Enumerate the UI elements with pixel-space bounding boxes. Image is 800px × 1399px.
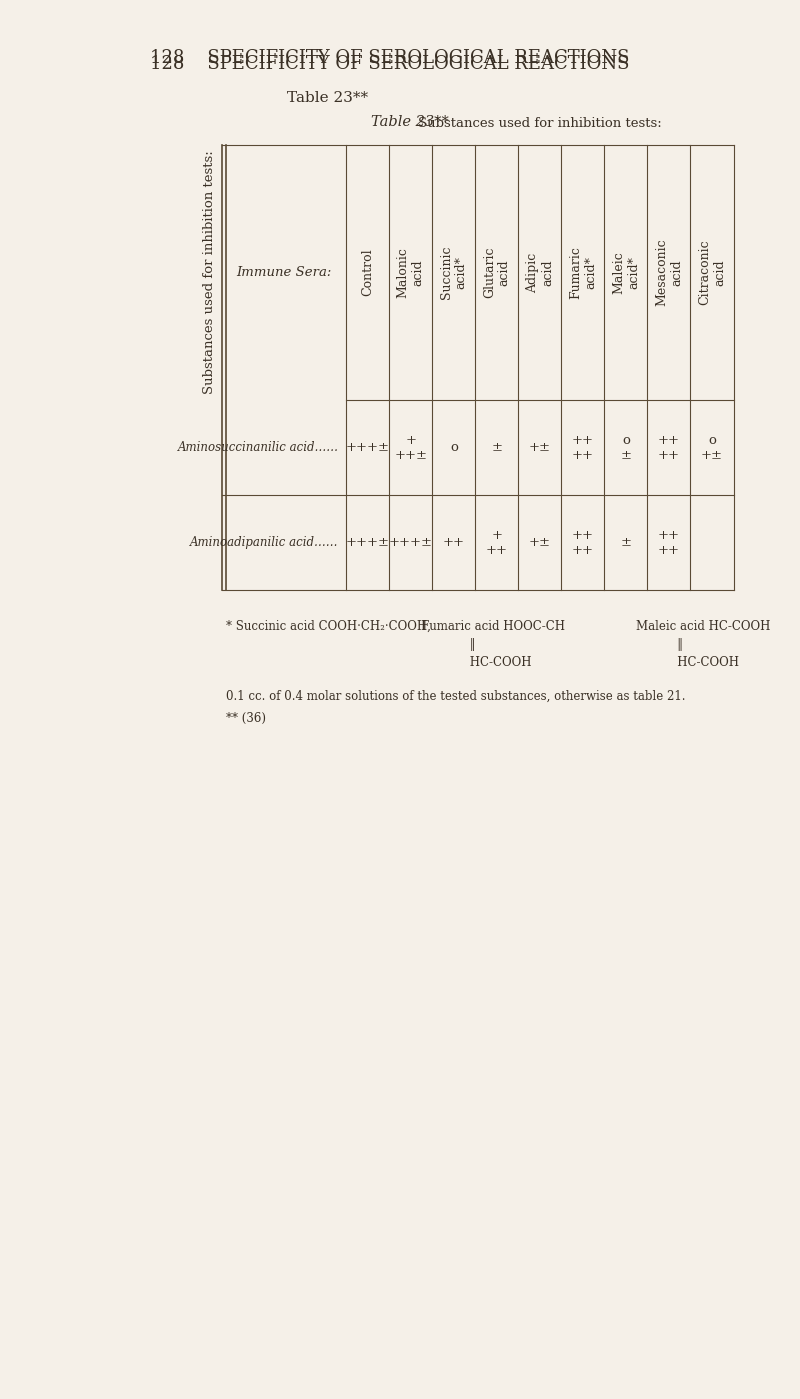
Text: 128    SPECIFICITY OF SEROLOGICAL REACTIONS: 128 SPECIFICITY OF SEROLOGICAL REACTIONS xyxy=(150,55,630,73)
Text: Fumaric
acid*: Fumaric acid* xyxy=(569,246,597,299)
Text: Substances used for inhibition tests:: Substances used for inhibition tests: xyxy=(203,151,216,395)
Text: Aminoadipanilic acid……: Aminoadipanilic acid…… xyxy=(190,536,338,548)
Text: ±: ± xyxy=(491,441,502,455)
Text: Table 23**: Table 23** xyxy=(287,91,368,105)
Text: * Succinic acid COOH·CH₂·COOH,: * Succinic acid COOH·CH₂·COOH, xyxy=(226,620,431,632)
Text: Maleic acid HC-COOH: Maleic acid HC-COOH xyxy=(636,620,770,632)
Text: +
++: + ++ xyxy=(486,529,508,557)
Text: o: o xyxy=(450,441,458,455)
Text: 0.1 cc. of 0.4 molar solutions of the tested substances, otherwise as table 21.: 0.1 cc. of 0.4 molar solutions of the te… xyxy=(226,690,686,704)
Text: Adipic
acid: Adipic acid xyxy=(526,252,554,292)
Text: ** (36): ** (36) xyxy=(226,712,266,725)
Text: Mesaconic
acid: Mesaconic acid xyxy=(655,239,683,306)
Text: +++±: +++± xyxy=(346,441,390,455)
Text: Table 23**: Table 23** xyxy=(370,115,449,129)
Text: ++: ++ xyxy=(443,536,465,548)
Text: Citraconic
acid: Citraconic acid xyxy=(698,239,726,305)
Text: Immune Sera:: Immune Sera: xyxy=(237,266,332,278)
Text: ++
++: ++ ++ xyxy=(658,434,680,462)
Text: ‖: ‖ xyxy=(636,638,683,651)
Text: Fumaric acid HOOC-CH: Fumaric acid HOOC-CH xyxy=(422,620,566,632)
Text: Malonic
acid: Malonic acid xyxy=(397,248,425,298)
Text: +±: +± xyxy=(529,536,551,548)
Text: ++
++: ++ ++ xyxy=(572,529,594,557)
Text: Maleic
acid*: Maleic acid* xyxy=(612,252,640,294)
Text: +++±: +++± xyxy=(389,536,433,548)
Text: Aminosuccinanilic acid……: Aminosuccinanilic acid…… xyxy=(178,441,338,455)
Text: 128    SPECIFICITY OF SEROLOGICAL REACTIONS: 128 SPECIFICITY OF SEROLOGICAL REACTIONS xyxy=(150,49,630,67)
Text: HC-COOH: HC-COOH xyxy=(422,656,532,669)
Text: o
±: o ± xyxy=(621,434,631,462)
Text: Succinic
acid*: Succinic acid* xyxy=(440,246,468,299)
Text: ‖: ‖ xyxy=(422,638,476,651)
Text: o
+±: o +± xyxy=(701,434,723,462)
Text: +
++±: + ++± xyxy=(394,434,427,462)
Text: ++
++: ++ ++ xyxy=(658,529,680,557)
Text: +++±: +++± xyxy=(346,536,390,548)
Text: ++
++: ++ ++ xyxy=(572,434,594,462)
Text: HC-COOH: HC-COOH xyxy=(636,656,739,669)
Text: Control: Control xyxy=(362,249,374,297)
Text: Glutaric
acid: Glutaric acid xyxy=(483,246,511,298)
Text: +±: +± xyxy=(529,441,551,455)
Text: Substances used for inhibition tests:: Substances used for inhibition tests: xyxy=(418,118,662,130)
Text: ±: ± xyxy=(621,536,631,548)
